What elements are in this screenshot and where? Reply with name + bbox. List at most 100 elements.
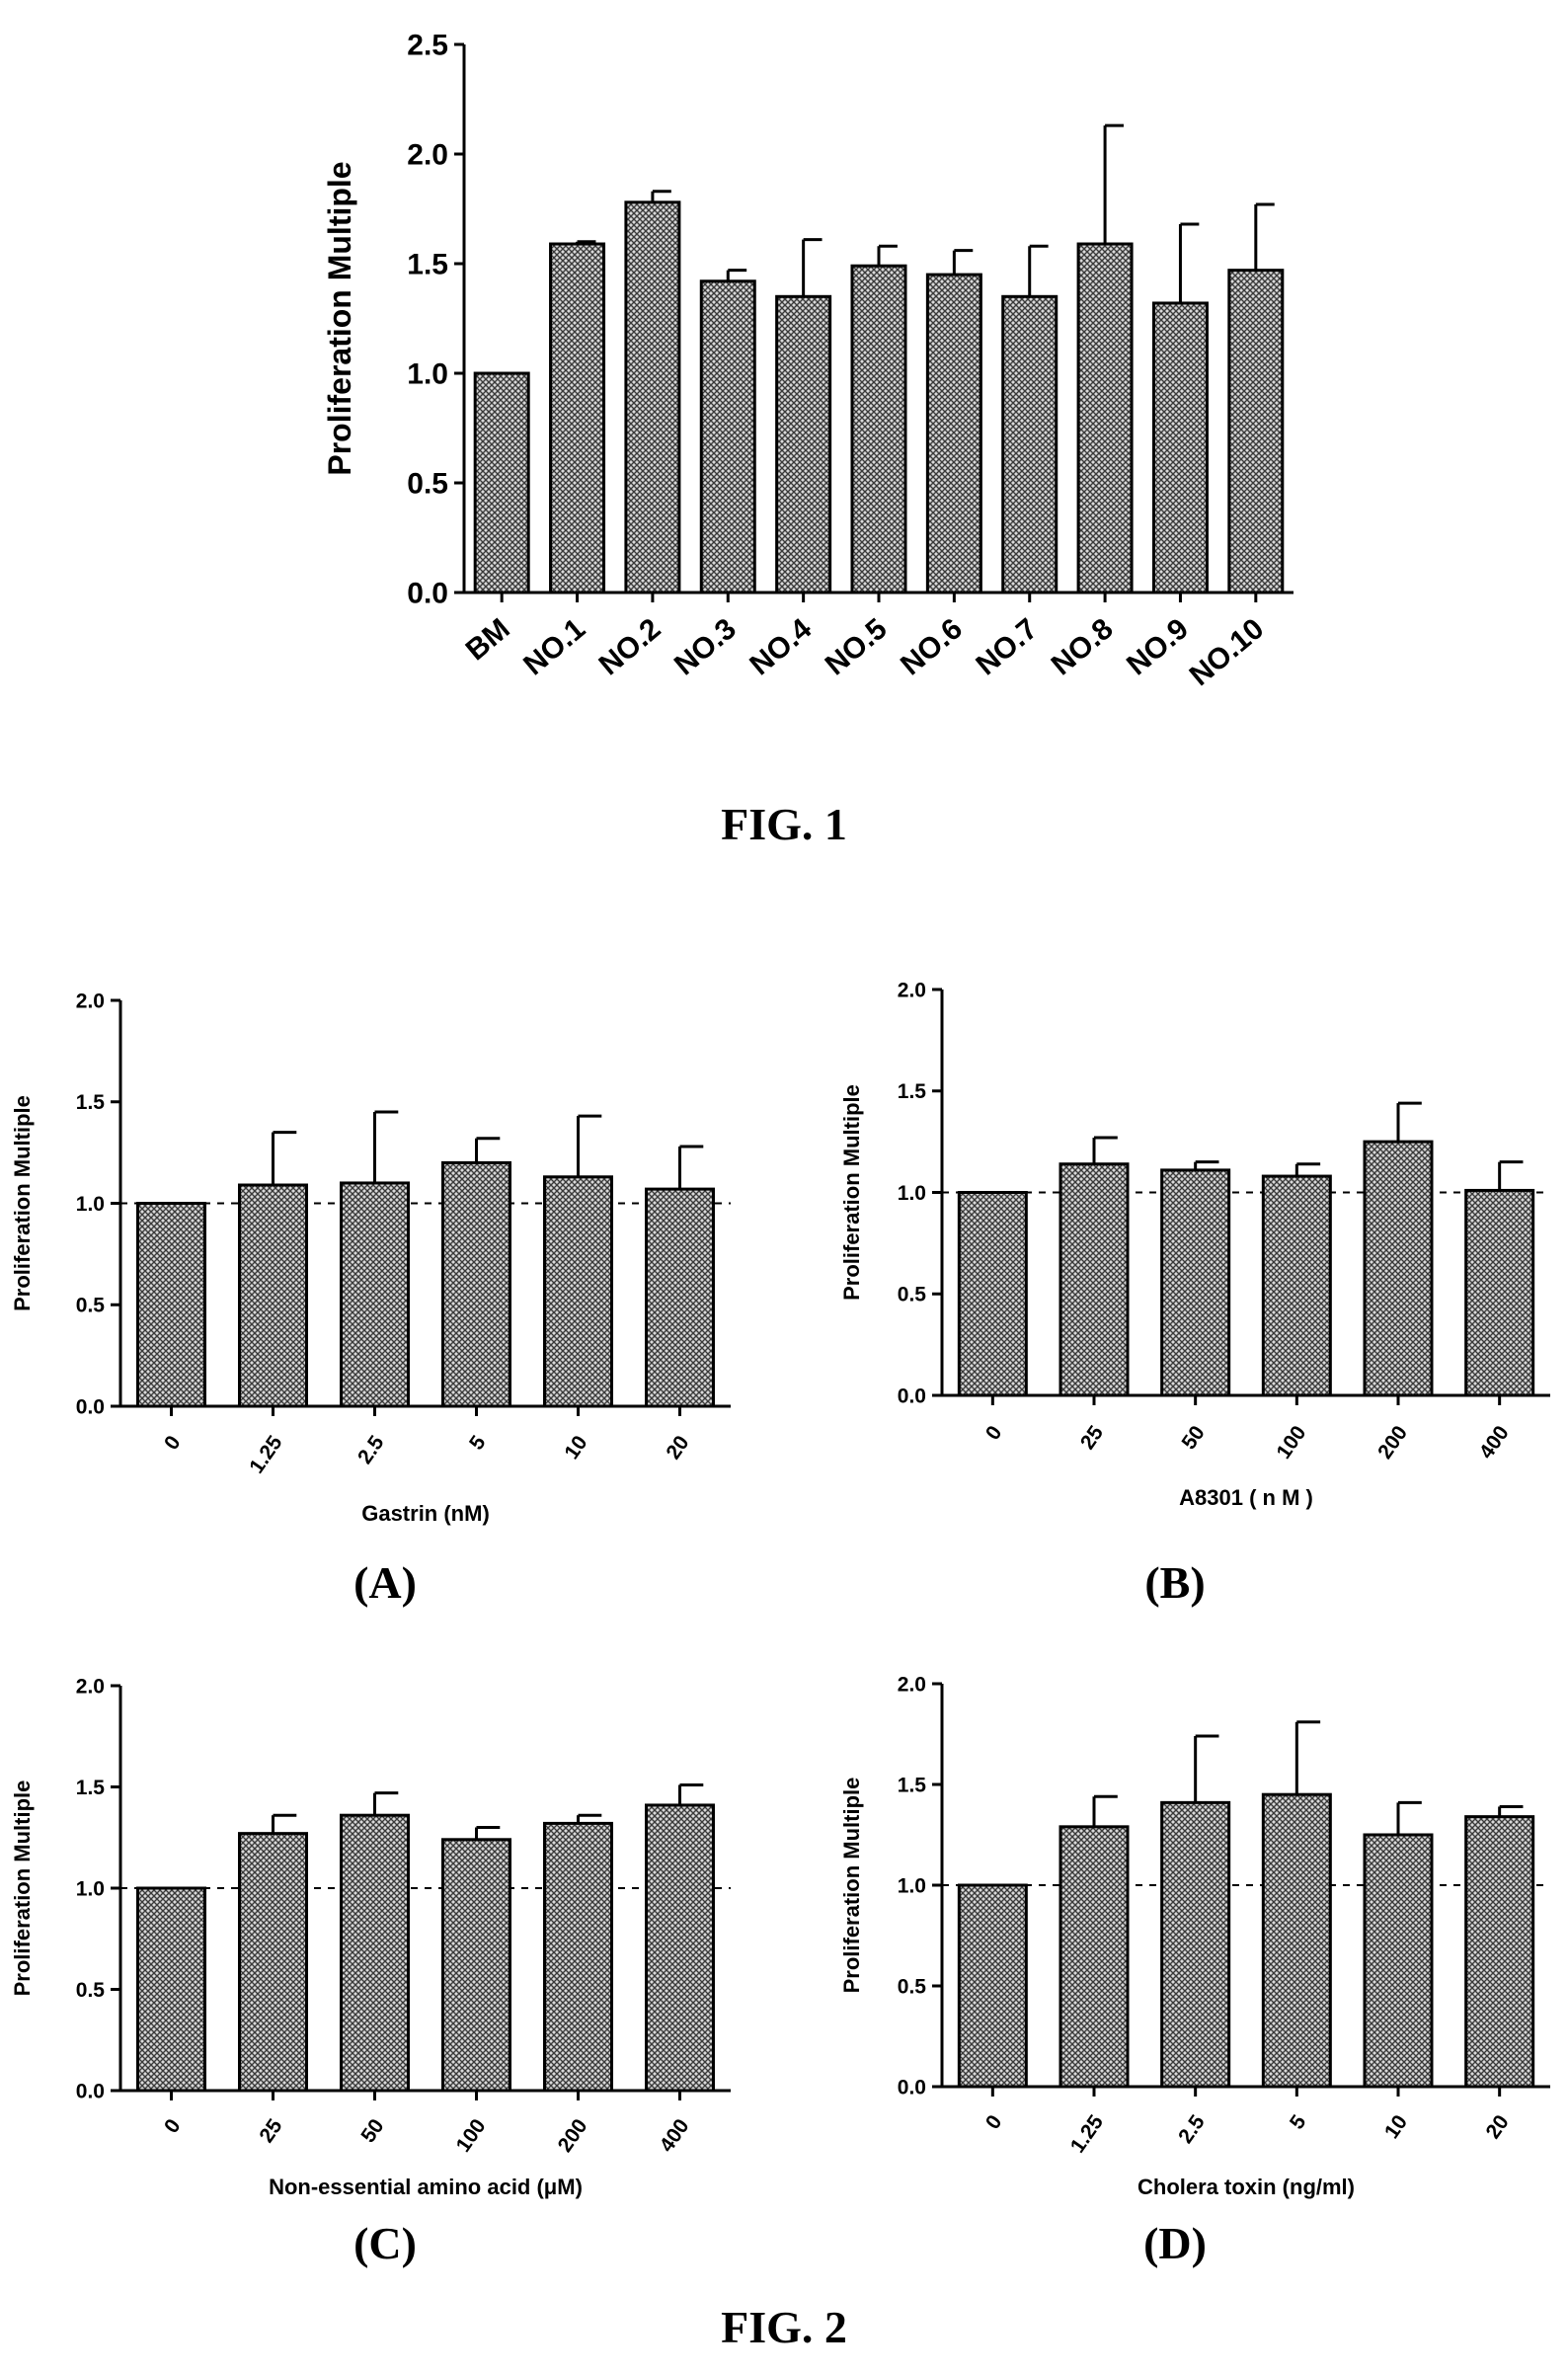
y-axis-title: Proliferation Multiple — [10, 1781, 35, 1997]
bar — [1261, 1792, 1332, 2089]
fig2d-bar-chart: 0.0 0.5 1.0 1.5 2.0 Proliferation Multiple 0 1.… — [839, 1673, 1550, 2199]
bar — [1363, 1140, 1434, 1397]
y-tick-label: 1.5 — [407, 249, 448, 281]
x-tick-label: NO.10 — [1184, 612, 1271, 692]
bar — [1160, 1800, 1231, 2089]
x-tick-label: 10 — [560, 1432, 591, 1464]
bar — [136, 1886, 206, 2093]
bar — [238, 1832, 308, 2093]
bar — [1464, 1815, 1535, 2089]
y-tick-label: 1.0 — [898, 1874, 926, 1897]
x-tick-label: 5 — [465, 1431, 491, 1454]
x-tick-label: 2.5 — [1174, 2110, 1210, 2147]
x-tick-label: 25 — [1076, 1421, 1108, 1454]
bar — [1058, 1162, 1130, 1397]
figure-2-caption: FIG. 2 — [721, 2302, 847, 2352]
x-tick-label: BM — [460, 612, 516, 667]
bar — [624, 200, 681, 594]
bar — [136, 1202, 206, 1408]
y-tick-label: 0.5 — [76, 1979, 106, 2002]
y-tick-label: 0.0 — [898, 1385, 926, 1407]
x-tick-label: 400 — [1475, 1422, 1514, 1464]
x-tick-label: 0 — [981, 1422, 1007, 1445]
x-axis-title: Gastrin (nM) — [361, 1501, 490, 1526]
y-axis-title: Proliferation Multiple — [10, 1095, 35, 1311]
bar — [1160, 1168, 1231, 1397]
x-tick-label: 0 — [160, 1432, 186, 1455]
x-tick-label: 1.25 — [245, 1431, 286, 1477]
x-tick-label: 0 — [160, 2115, 186, 2138]
y-tick-label: 0.5 — [898, 1284, 927, 1306]
y-axis-title: Proliferation Multiple — [839, 1778, 864, 1994]
x-tick-label: NO.8 — [1046, 612, 1120, 681]
bar — [1058, 1825, 1130, 2089]
x-tick-label: 200 — [554, 2115, 592, 2157]
bar — [543, 1821, 613, 2093]
x-tick-label: 100 — [452, 2115, 491, 2157]
x-tick-label: 20 — [1482, 2111, 1514, 2143]
x-tick-label: 10 — [1380, 2111, 1412, 2143]
bar — [340, 1813, 410, 2093]
bar — [441, 1160, 511, 1408]
x-tick-label: NO.4 — [744, 612, 818, 681]
bar — [1151, 301, 1209, 594]
fig1-bar-chart: 0.0 0.5 1.0 1.5 2.0 2.5 Proliferation Multiple… — [322, 30, 1294, 692]
fig2b-bar-chart: 0.0 0.5 1.0 1.5 2.0 Proliferation Multiple 0 25… — [839, 979, 1550, 1510]
panel-c-caption: (C) — [353, 2218, 417, 2268]
y-axis-title: Proliferation Multiple — [322, 161, 357, 475]
bar — [1076, 242, 1134, 594]
y-tick-label: 0.0 — [898, 2076, 926, 2098]
panel-b-caption: (B) — [1144, 1557, 1206, 1608]
x-axis-title: Cholera toxin (ng/ml) — [1137, 2175, 1355, 2199]
bar — [645, 1803, 715, 2093]
panel-d-caption: (D) — [1143, 2218, 1207, 2268]
y-tick-label: 2.0 — [898, 979, 926, 1001]
bar — [925, 273, 982, 594]
fig2a-bar-chart: 0.0 0.5 1.0 1.5 2.0 Proliferation Multiple 0 1.… — [10, 990, 731, 1526]
x-tick-label: NO.1 — [517, 612, 591, 681]
x-tick-label: 1.25 — [1066, 2110, 1108, 2157]
y-tick-label: 0.0 — [76, 1395, 105, 1418]
y-tick-label: 2.5 — [407, 30, 448, 62]
x-tick-label: 50 — [1178, 1422, 1210, 1454]
bar — [340, 1181, 410, 1408]
y-tick-label: 0.5 — [407, 468, 448, 501]
x-tick-label: 2.5 — [353, 1431, 389, 1467]
y-tick-label: 1.0 — [76, 1877, 105, 1900]
bar — [775, 294, 832, 594]
y-tick-label: 0.5 — [898, 1975, 927, 1998]
x-tick-label: NO.7 — [970, 612, 1044, 681]
y-tick-label: 0.0 — [407, 578, 448, 610]
y-tick-label: 1.5 — [76, 1091, 106, 1114]
panel-a-caption: (A) — [353, 1557, 417, 1608]
y-tick-label: 0.5 — [76, 1295, 106, 1317]
bar — [473, 371, 530, 594]
y-axis-title: Proliferation Multiple — [839, 1084, 864, 1301]
bar — [549, 242, 606, 594]
bar — [957, 1883, 1028, 2089]
x-tick-label: 20 — [662, 1432, 693, 1464]
y-tick-label: 2.0 — [898, 1673, 926, 1696]
x-tick-label: 25 — [255, 2114, 286, 2147]
x-tick-label: NO.9 — [1121, 612, 1195, 681]
y-tick-label: 1.5 — [898, 1080, 927, 1103]
y-tick-label: 1.0 — [898, 1182, 926, 1205]
x-tick-label: 50 — [356, 2115, 388, 2147]
bar — [1464, 1188, 1535, 1397]
y-tick-label: 2.0 — [407, 139, 448, 172]
x-tick-label: NO.3 — [668, 612, 743, 681]
bar — [1001, 294, 1058, 594]
y-tick-label: 1.0 — [76, 1193, 105, 1216]
y-tick-label: 1.5 — [76, 1777, 106, 1799]
x-tick-label: NO.2 — [593, 612, 667, 681]
y-tick-label: 0.0 — [76, 2080, 105, 2102]
x-tick-label: 5 — [1286, 2110, 1311, 2133]
x-axis-title: Non-essential amino acid (μM) — [269, 2175, 583, 2199]
bar — [238, 1183, 308, 1408]
x-tick-label: 400 — [656, 2115, 694, 2157]
figure-1-caption: FIG. 1 — [721, 799, 847, 849]
x-tick-label: NO.5 — [820, 612, 894, 681]
bar — [543, 1175, 613, 1408]
bar — [1261, 1174, 1332, 1397]
